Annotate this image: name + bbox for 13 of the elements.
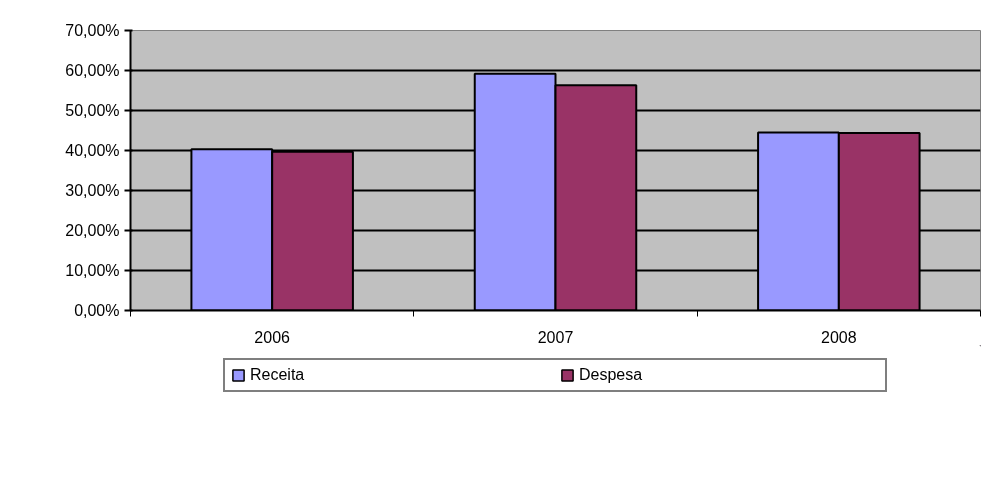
y-tick-label: 30,00% [65,182,120,199]
y-tick-label: 20,00% [65,222,120,239]
y-tick-label: 60,00% [65,62,120,79]
y-tick-label: 70,00% [65,22,120,39]
x-tick-label: 2007 [537,328,574,346]
y-tick-label: 0,00% [74,302,120,319]
x-tick-label: 2008 [821,328,857,346]
y-tick-label: 40,00% [65,142,120,159]
y-tick-label: 50,00% [65,102,120,119]
legend-label: Receita [250,366,306,384]
legend-label: Despesa [579,366,644,384]
y-tick-label: 10,00% [65,262,120,279]
x-tick-label: 2006 [254,328,291,346]
